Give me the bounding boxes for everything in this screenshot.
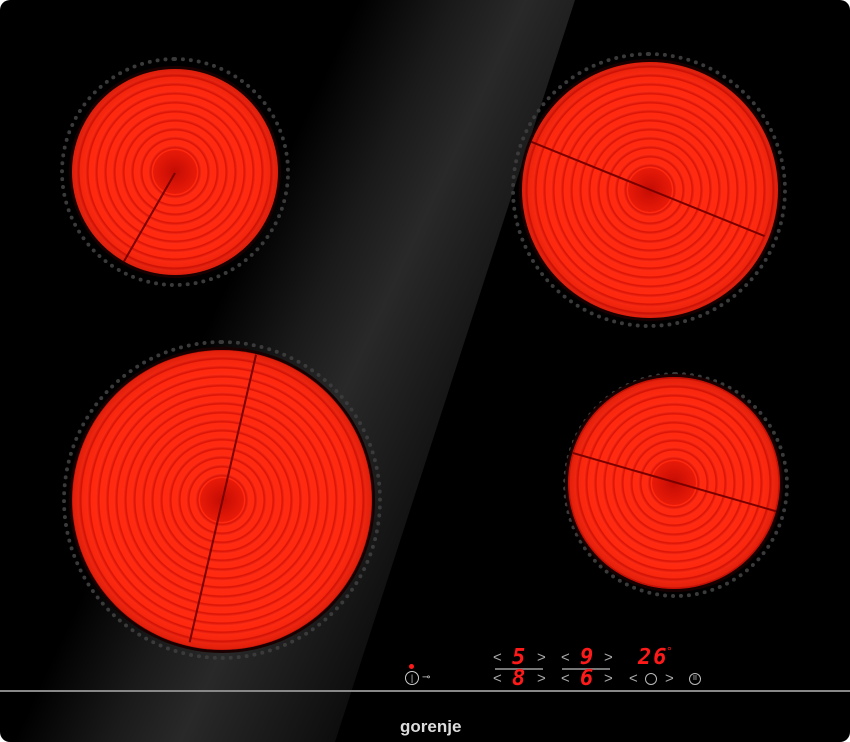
pause-icon[interactable]: II [689,673,701,685]
clock-icon[interactable] [645,673,657,685]
zone1-minus-button[interactable]: < [493,649,502,666]
timer-display: 26 [638,645,669,670]
zone2-plus-button[interactable]: > [537,670,546,687]
zone3-minus-button[interactable]: < [561,649,570,666]
timer-minus-button[interactable]: < [629,670,638,687]
zone2-minus-button[interactable]: < [493,670,502,687]
burner-top-right [522,62,778,318]
key-lock-icon[interactable]: ⊸ [422,672,431,683]
burner-seam [188,354,257,643]
burner-top-left [72,69,278,275]
zone-divider [562,668,610,670]
burner-center [153,150,197,194]
brand-logo: gorenje [400,717,462,736]
burner-bottom-right [568,377,780,589]
control-strip-divider [0,690,850,692]
zone-level-display: 6 [580,666,594,691]
zone1-plus-button[interactable]: > [537,649,546,666]
zone-level-display: 9 [580,645,594,670]
burner-ring [511,52,787,328]
burner-ring [62,340,382,660]
zone3-plus-button[interactable]: > [604,649,613,666]
zone-divider [495,668,543,670]
power-icon[interactable]: | [405,671,419,685]
timer-unit: ° [667,644,672,658]
zone4-plus-button[interactable]: > [604,670,613,687]
burner-ring [563,372,789,598]
burner-seam [522,137,765,238]
burner-bottom-left [72,350,372,650]
zone4-minus-button[interactable]: < [561,670,570,687]
zone-level-display: 5 [512,645,526,670]
zone-level-display: 8 [512,666,526,691]
burner-ring [60,57,290,287]
timer-plus-button[interactable]: > [665,670,674,687]
power-indicator-led [409,664,414,669]
